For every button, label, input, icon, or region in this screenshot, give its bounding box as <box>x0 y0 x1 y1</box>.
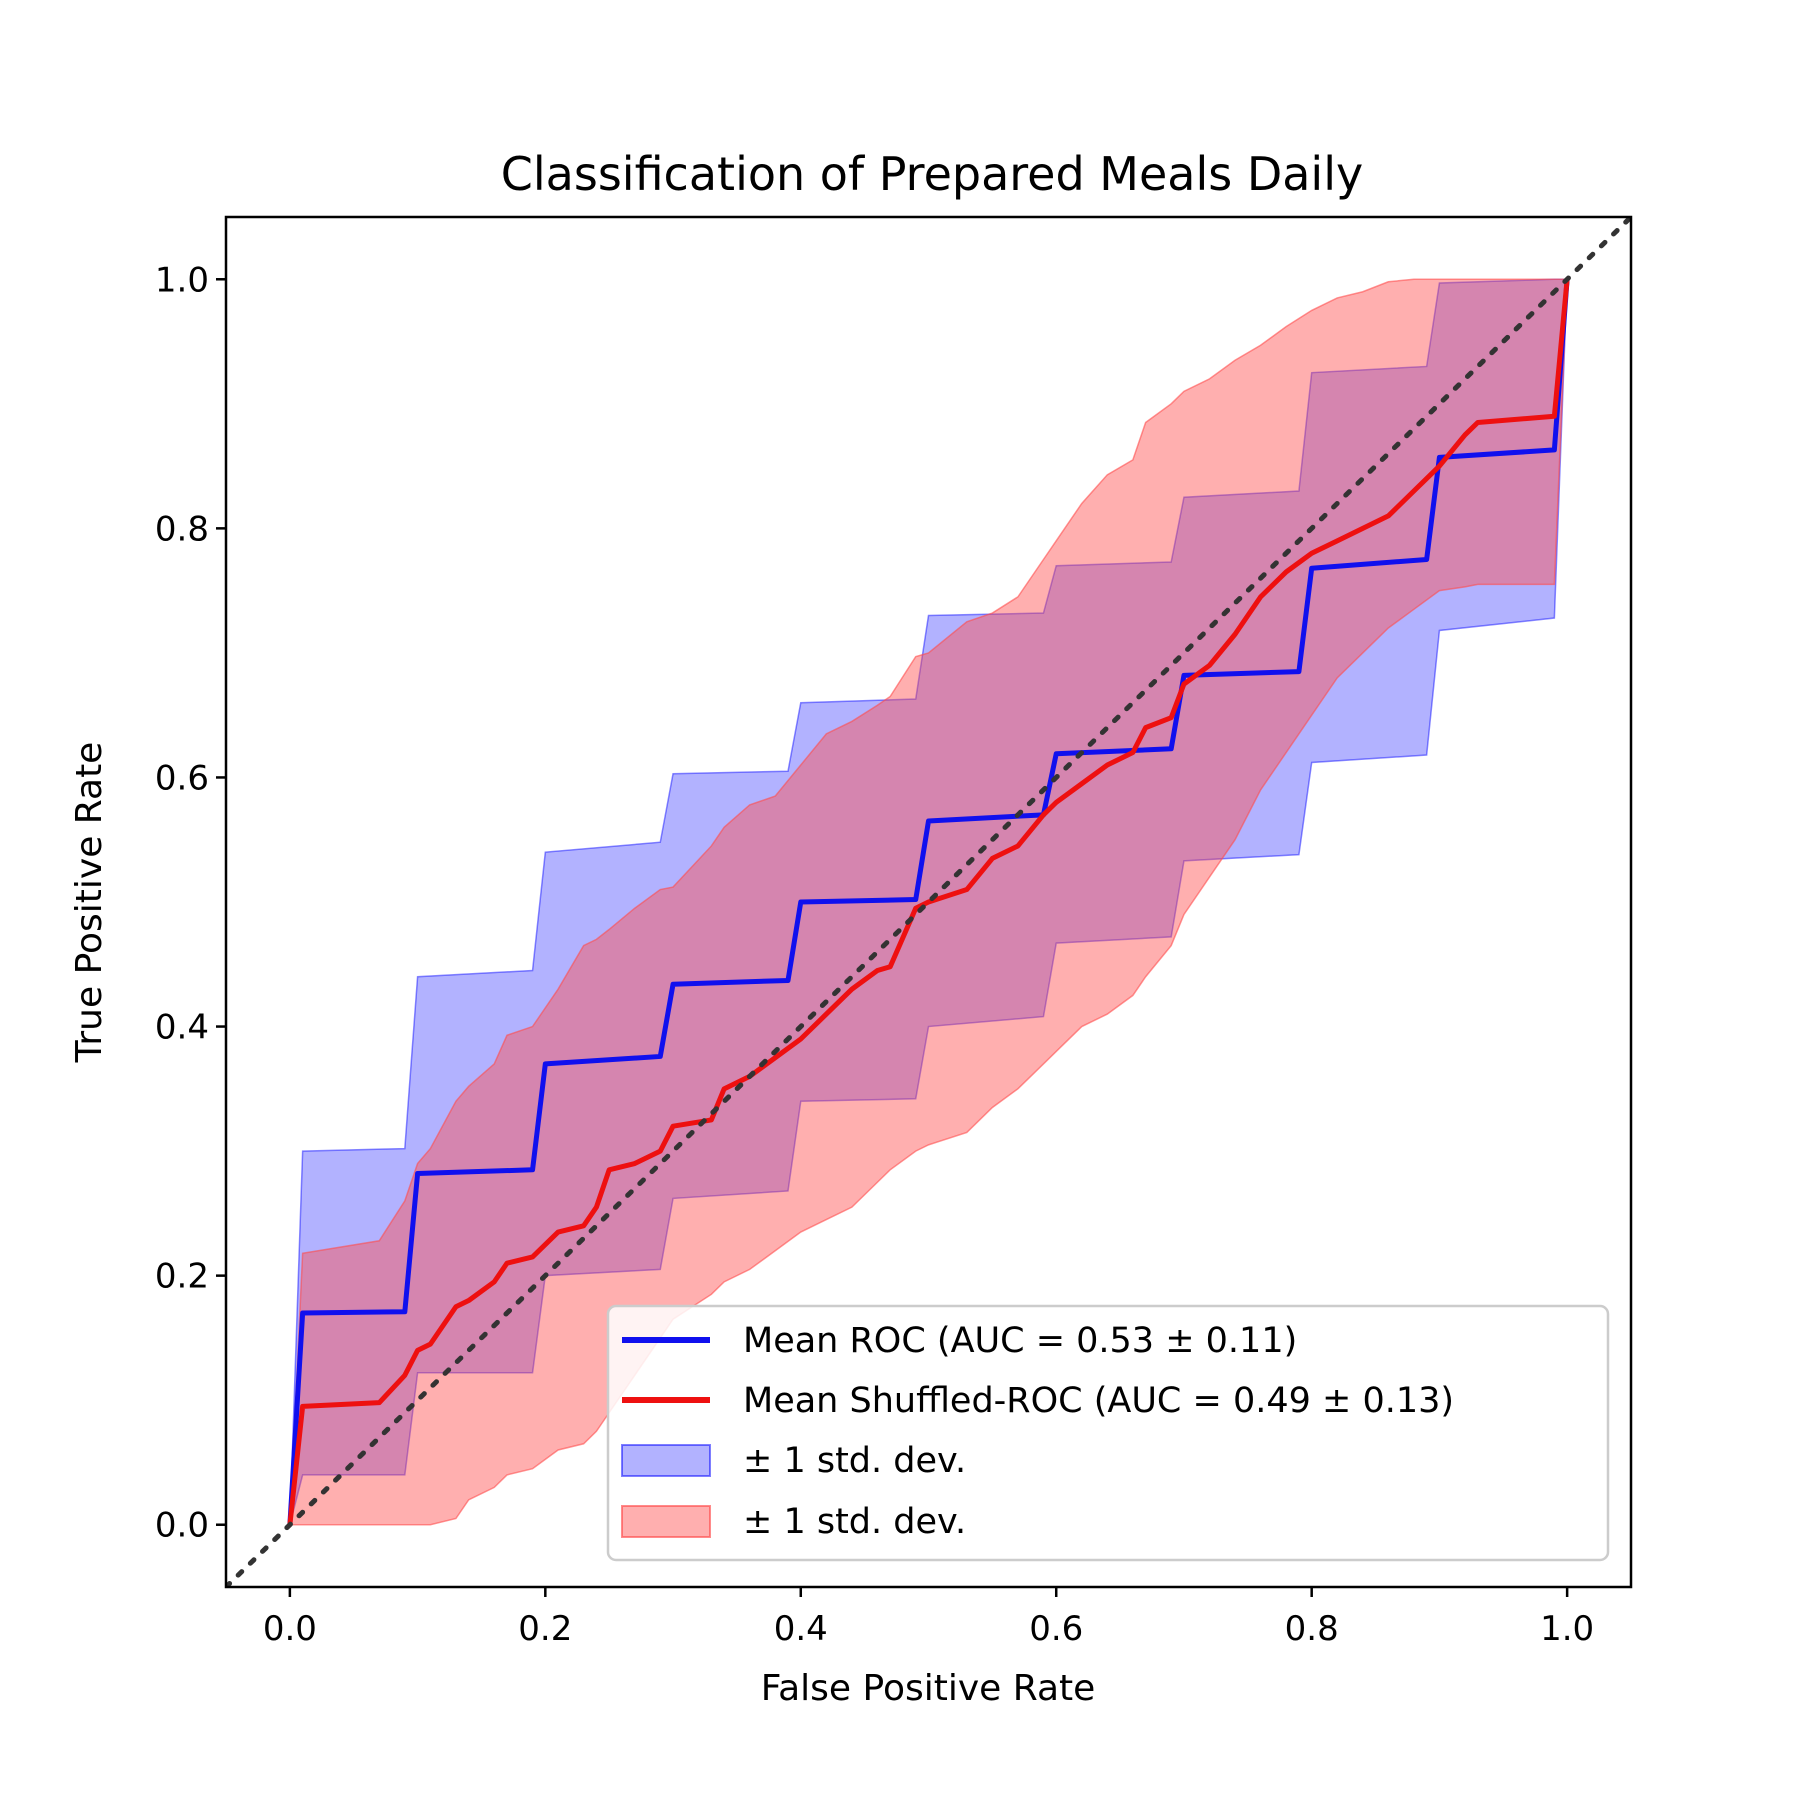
y-tick-label: 0.8 <box>155 509 209 549</box>
legend-swatch-roc-std-band <box>621 1444 711 1477</box>
x-tick-label: 0.4 <box>774 1609 828 1649</box>
plot-area <box>226 217 1631 1587</box>
y-tick-label: 0.0 <box>155 1506 209 1546</box>
legend-label-mean-shuffled-roc: Mean Shuffled-ROC (AUC = 0.49 ± 0.13) <box>743 1381 1454 1421</box>
y-axis-label: True Positive Rate <box>69 742 110 1064</box>
legend-box <box>606 1304 1610 1562</box>
y-tick-label: 1.0 <box>155 260 209 300</box>
chance-diagonal-line <box>226 217 1631 1587</box>
x-tick-label: 0.6 <box>1029 1609 1083 1649</box>
axes-frame <box>224 215 1633 1589</box>
y-tick-label: 0.6 <box>155 758 209 798</box>
legend: Mean ROC (AUC = 0.53 ± 0.11) Mean Shuffl… <box>606 1304 1610 1562</box>
y-tick-label: 0.2 <box>155 1257 209 1297</box>
x-axis-ticks: 0.0 0.2 0.4 0.6 0.8 1.0 <box>263 1587 1594 1649</box>
y-tick-label: 0.4 <box>155 1008 209 1048</box>
y-axis-ticks: 0.0 0.2 0.4 0.6 0.8 1.0 <box>155 260 226 1546</box>
legend-label-roc-std-band: ± 1 std. dev. <box>743 1441 966 1481</box>
legend-label-mean-roc: Mean ROC (AUC = 0.53 ± 0.11) <box>743 1321 1297 1361</box>
mean-shuffled-roc-line <box>287 279 1570 1525</box>
mean-roc-line <box>287 279 1570 1525</box>
x-tick-label: 0.2 <box>518 1609 572 1649</box>
x-tick-label: 0.0 <box>263 1609 317 1649</box>
legend-swatch-shuffled-std-band <box>621 1505 711 1538</box>
roc-lines <box>287 279 1570 1525</box>
x-axis-label: False Positive Rate <box>761 1668 1096 1709</box>
legend-label-shuffled-std-band: ± 1 std. dev. <box>743 1502 966 1542</box>
x-tick-label: 0.8 <box>1285 1609 1339 1649</box>
x-tick-label: 1.0 <box>1540 1609 1594 1649</box>
chart-title: Classification of Prepared Meals Daily <box>501 147 1363 201</box>
